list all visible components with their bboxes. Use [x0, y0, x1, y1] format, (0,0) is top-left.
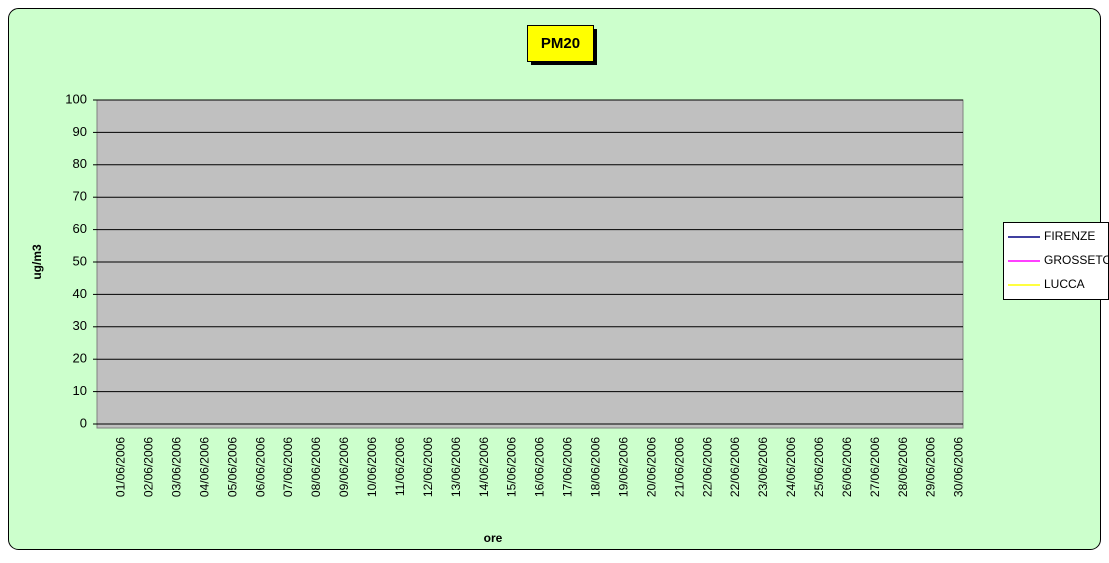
y-tick-label: 60: [73, 221, 87, 236]
x-tick-label: 29/06/2006: [924, 437, 938, 497]
x-tick-label: 07/06/2006: [281, 437, 295, 497]
x-tick-label: 11/06/2006: [393, 437, 407, 496]
legend-label: LUCCA: [1044, 277, 1085, 291]
y-tick-label: 50: [73, 253, 87, 268]
x-tick-label: 27/06/2006: [868, 437, 882, 497]
x-tick-label: 02/06/2006: [142, 437, 156, 497]
y-axis-label: ug/m3: [30, 244, 44, 280]
legend-label: GROSSETO: [1044, 253, 1109, 267]
y-tick-label: 10: [73, 383, 87, 398]
x-tick-label: 14/06/2006: [477, 437, 491, 497]
chart-title: PM20: [541, 35, 580, 52]
x-tick-label: 17/06/2006: [561, 437, 575, 497]
x-tick-label: 30/06/2006: [952, 437, 966, 497]
x-tick-label: 22/06/2006: [728, 437, 742, 497]
x-tick-label: 12/06/2006: [421, 437, 435, 497]
x-tick-label: 03/06/2006: [169, 437, 183, 497]
legend-label: FIRENZE: [1044, 229, 1095, 243]
x-tick-label: 21/06/2006: [672, 437, 686, 497]
y-tick-label: 30: [73, 318, 87, 333]
y-tick-label: 70: [73, 189, 87, 204]
x-tick-label: 10/06/2006: [365, 437, 379, 497]
x-tick-label: 16/06/2006: [533, 437, 547, 497]
y-tick-label: 80: [73, 156, 87, 171]
plot-area: [96, 99, 964, 429]
y-tick-label: 20: [73, 351, 87, 366]
x-tick-label: 20/06/2006: [644, 437, 658, 497]
x-tick-label: 19/06/2006: [616, 437, 630, 497]
x-tick-label: 28/06/2006: [896, 437, 910, 497]
x-tick-label: 18/06/2006: [589, 437, 603, 497]
y-tick-label: 40: [73, 286, 87, 301]
x-tick-label: 25/06/2006: [812, 437, 826, 497]
x-tick-label: 01/06/2006: [114, 437, 128, 497]
x-tick-label: 24/06/2006: [784, 437, 798, 497]
x-axis-label: ore: [484, 531, 503, 545]
y-tick-label: 90: [73, 124, 87, 139]
x-tick-label: 13/06/2006: [449, 437, 463, 497]
x-tick-label: 26/06/2006: [840, 437, 854, 497]
x-tick-label: 08/06/2006: [309, 437, 323, 497]
y-tick-label: 0: [80, 415, 87, 430]
y-tick-label: 100: [65, 91, 87, 106]
x-tick-label: 23/06/2006: [756, 437, 770, 497]
x-tick-label: 05/06/2006: [225, 437, 239, 497]
x-tick-label: 04/06/2006: [197, 437, 211, 497]
x-tick-label: 06/06/2006: [253, 437, 267, 497]
x-tick-label: 22/06/2006: [700, 437, 714, 497]
x-tick-label: 09/06/2006: [337, 437, 351, 497]
x-tick-label: 15/06/2006: [505, 437, 519, 497]
title-box: [527, 25, 594, 62]
